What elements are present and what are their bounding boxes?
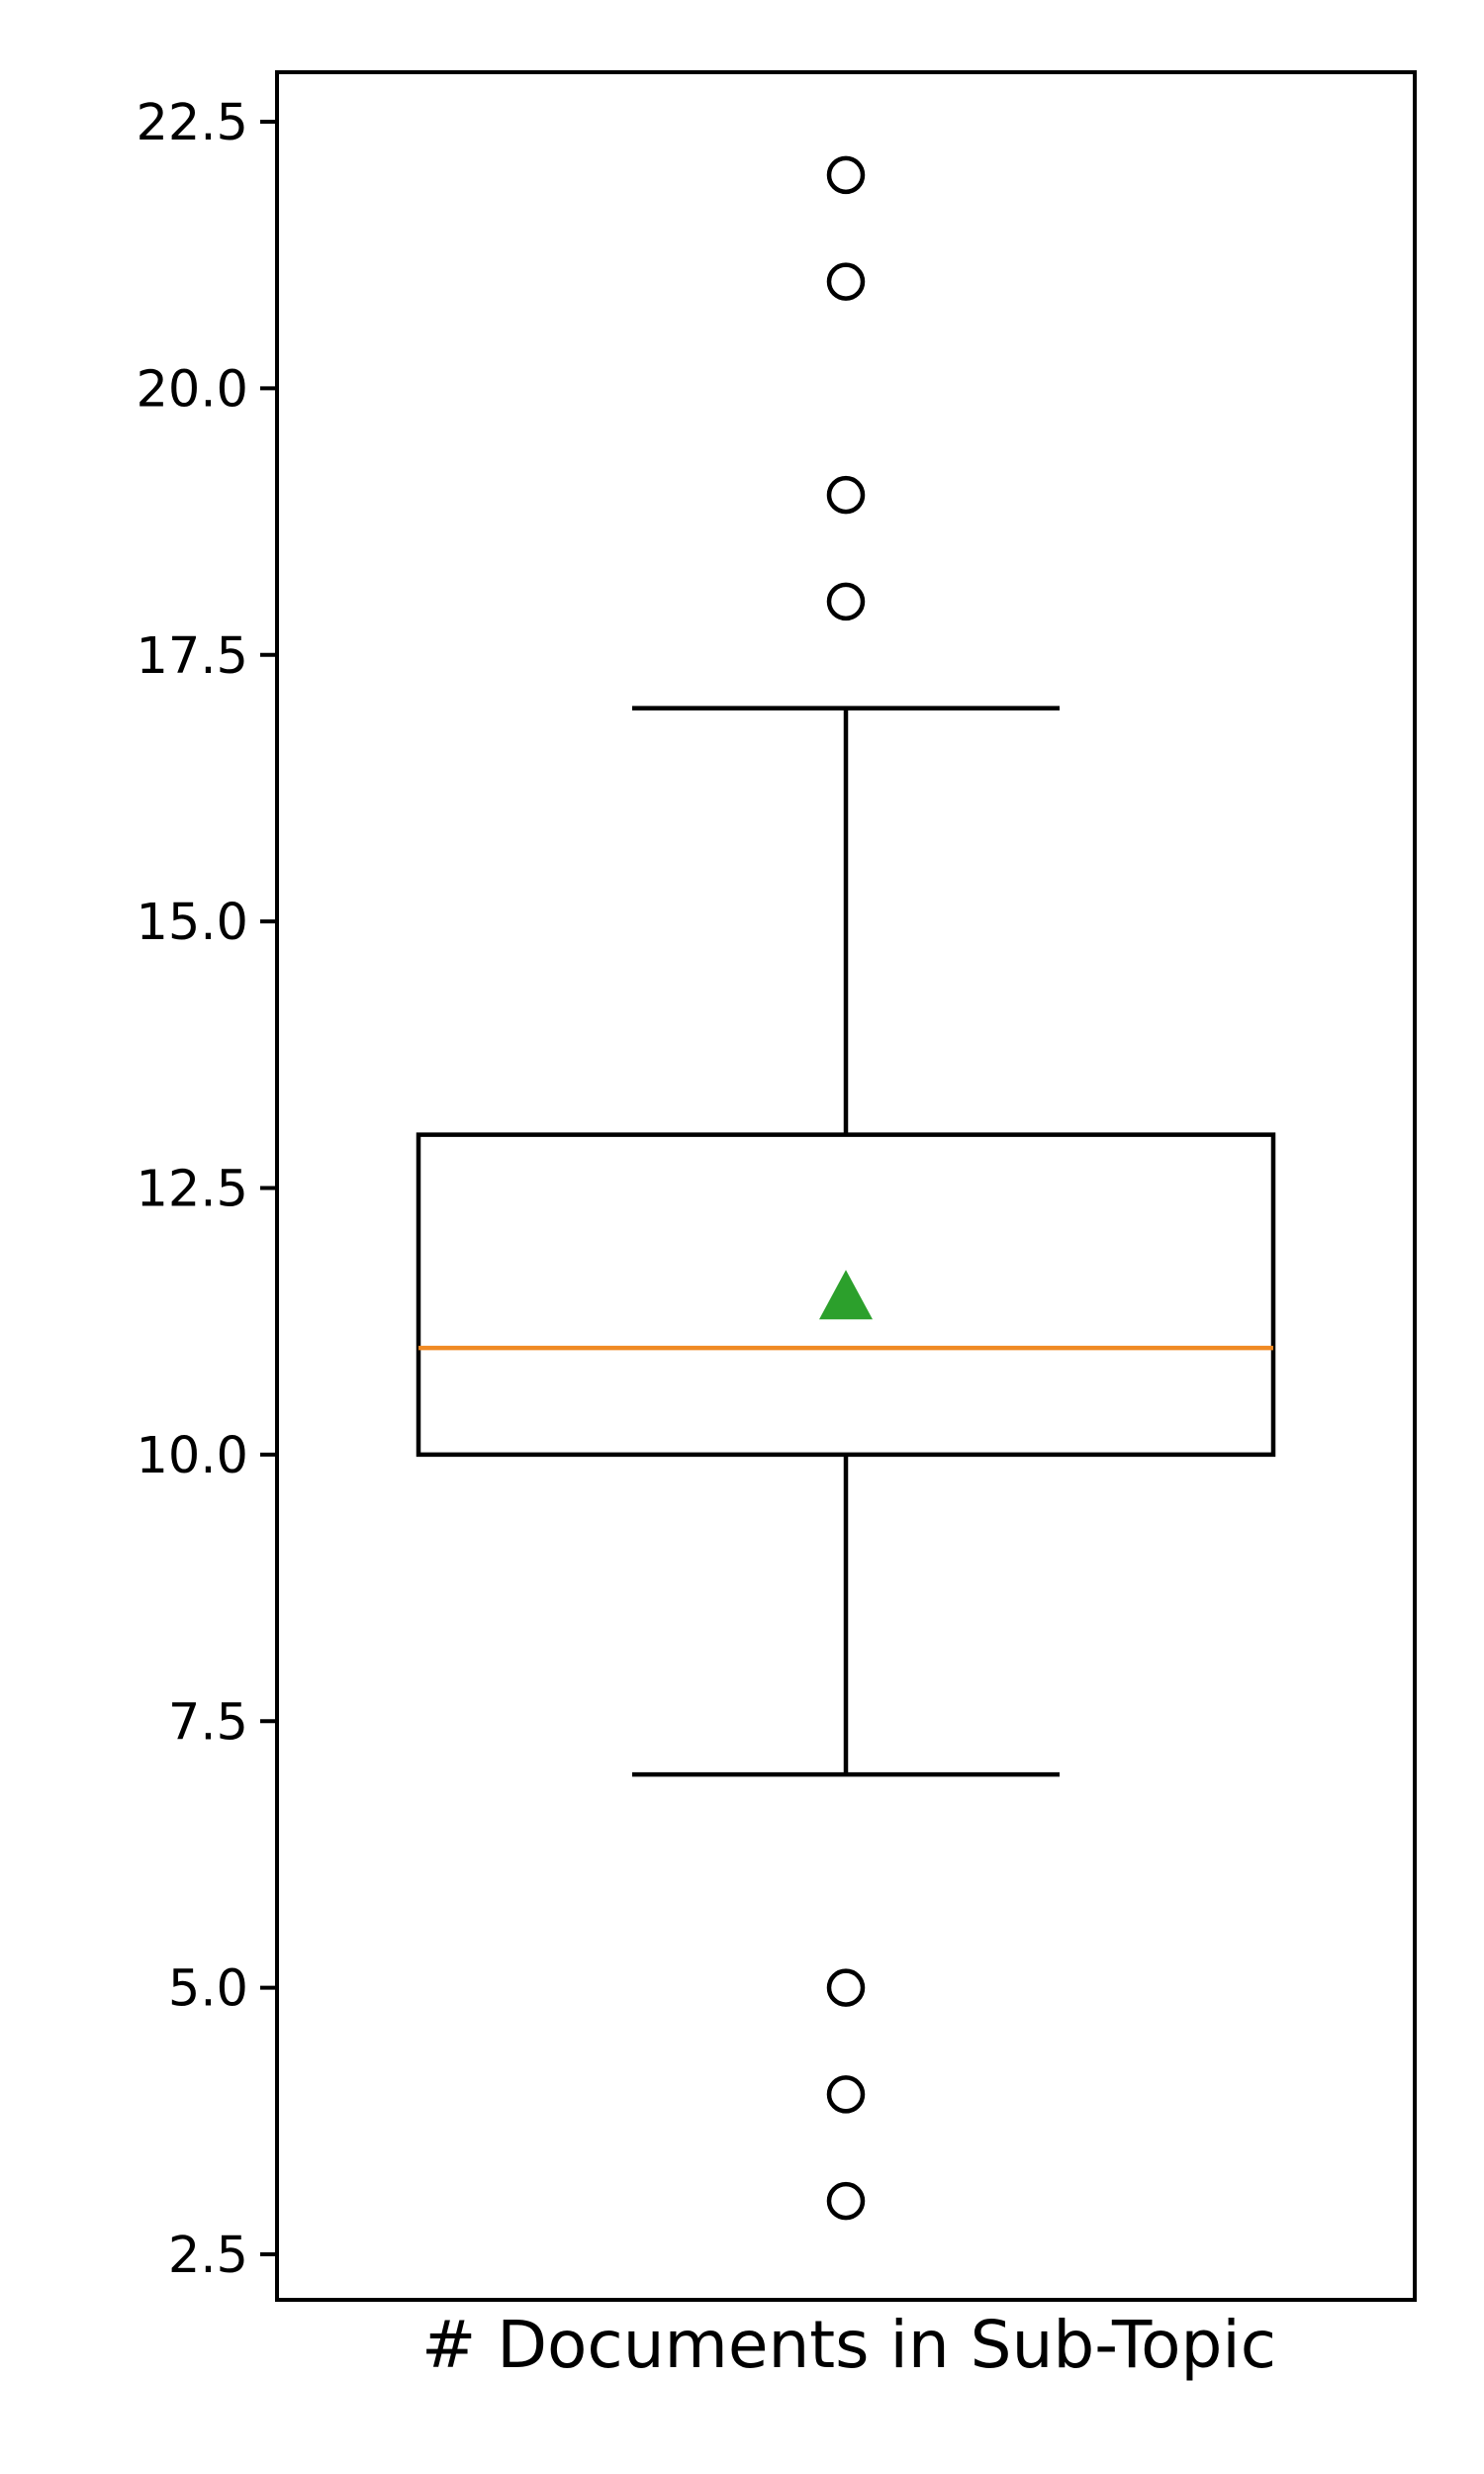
y-tick-label: 15.0 [136, 894, 248, 952]
y-tick-label: 7.5 [168, 1693, 248, 1752]
y-tick-label: 10.0 [136, 1427, 248, 1485]
outlier-point [826, 2075, 866, 2114]
y-tick-label: 22.5 [136, 94, 248, 152]
y-tick-label: 20.0 [136, 360, 248, 419]
y-tick-label: 12.5 [136, 1161, 248, 1219]
mean-marker [819, 1270, 873, 1320]
y-axis: 2.5 5.0 7.5 10.0 12.5 15.0 17.5 20.0 22.5 [136, 70, 1417, 2302]
plot-area [416, 155, 1276, 2221]
iqr-box [416, 1132, 1276, 1458]
y-tick-label: 17.5 [136, 627, 248, 686]
x-axis-title: # Documents in Sub-Topic [421, 2307, 1276, 2383]
outlier-point [826, 475, 866, 515]
outlier-point [826, 262, 866, 301]
outlier-point [826, 582, 866, 621]
outlier-point [826, 2181, 866, 2221]
y-tick-label: 2.5 [168, 2227, 248, 2285]
y-tick-label: 5.0 [168, 1960, 248, 2019]
plot-frame [275, 70, 1417, 2302]
outlier-point [826, 1968, 866, 2007]
outlier-point [826, 155, 866, 195]
